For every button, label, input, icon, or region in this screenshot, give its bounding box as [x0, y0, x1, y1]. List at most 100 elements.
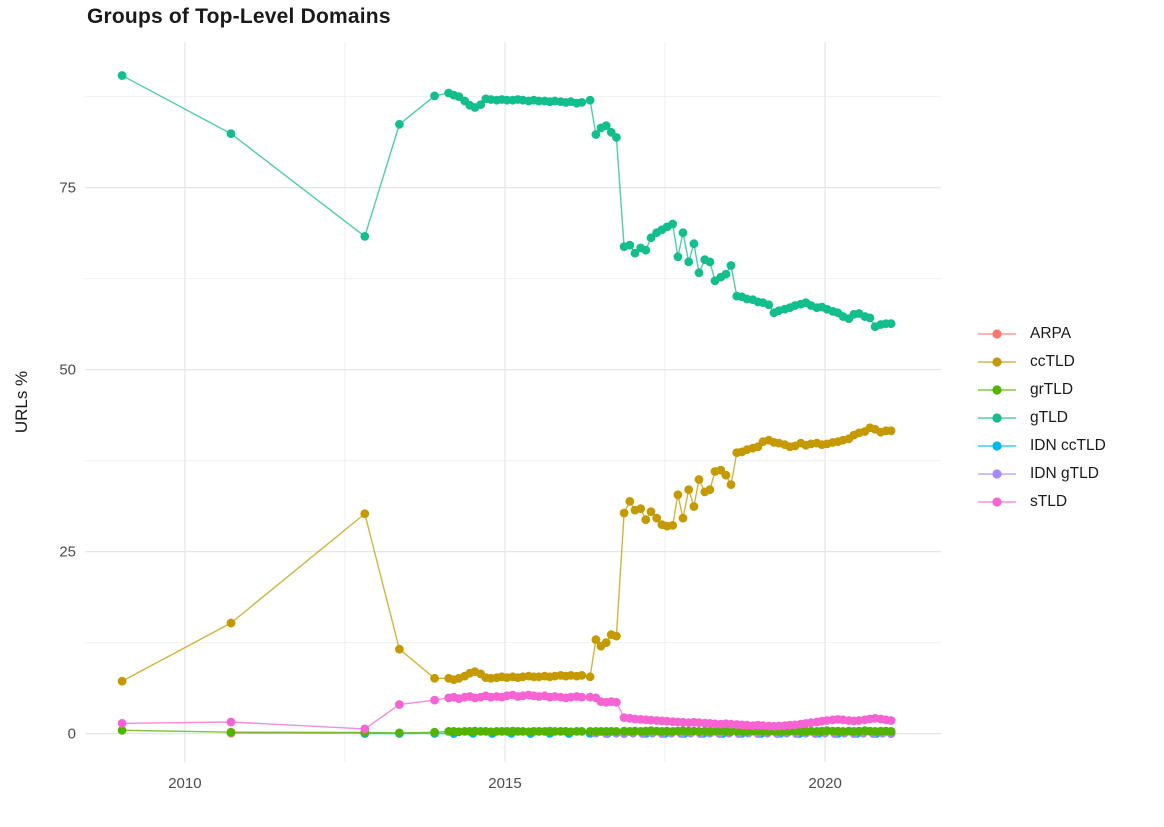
data-point — [612, 631, 621, 641]
data-point — [652, 513, 662, 523]
legend-key-icon — [978, 385, 1016, 395]
legend-item-arpa: ARPA — [977, 320, 1106, 348]
data-point — [226, 727, 236, 737]
data-point — [705, 485, 715, 495]
data-point — [430, 91, 439, 101]
data-point — [646, 507, 656, 516]
data-point — [601, 121, 611, 131]
data-point — [360, 232, 370, 241]
data-point — [612, 697, 621, 707]
x-tick-label: 2015 — [488, 775, 522, 792]
y-tick-label: 75 — [59, 179, 76, 197]
legend-item-gtld: gTLD — [977, 404, 1106, 432]
data-point — [577, 727, 587, 736]
legend: ARPA ccTLD grTLD gTLD IDN ccTLD IDN gTLD sTLD — [977, 320, 1106, 516]
legend-key-icon — [978, 413, 1016, 423]
legend-label: sTLD — [1030, 493, 1068, 510]
legend-item-cctld: ccTLD — [977, 348, 1106, 376]
legend-key-icon — [978, 441, 1016, 451]
data-point — [577, 692, 587, 702]
data-point — [612, 727, 621, 736]
x-tick-label: 2020 — [808, 775, 842, 792]
series-line — [121, 74, 892, 328]
data-point — [585, 95, 595, 105]
legend-label: grTLD — [1030, 381, 1074, 398]
data-point — [630, 248, 640, 258]
data-point — [117, 71, 127, 80]
legend-label: gTLD — [1030, 409, 1068, 426]
data-point — [226, 717, 236, 727]
data-point — [678, 228, 688, 238]
series-line — [121, 427, 892, 682]
data-point — [395, 700, 404, 709]
data-point — [684, 257, 694, 267]
legend-key-icon — [978, 329, 1016, 339]
data-point — [636, 504, 646, 514]
chart-title: Groups of Top-Level Domains — [87, 5, 391, 28]
data-point — [764, 300, 774, 310]
data-point — [673, 252, 683, 262]
x-tick-label: 2010 — [168, 775, 202, 792]
data-point — [684, 485, 694, 495]
data-point — [641, 245, 651, 255]
data-point — [591, 635, 601, 645]
data-point — [668, 521, 678, 530]
data-point — [694, 475, 704, 484]
data-point — [117, 719, 127, 728]
y-tick-label: 0 — [67, 725, 76, 743]
legend-label: IDN ccTLD — [1030, 437, 1106, 454]
data-point — [694, 268, 704, 278]
legend-key-icon — [978, 469, 1016, 479]
data-point — [705, 257, 715, 267]
data-point — [430, 727, 439, 737]
legend-key-icon — [978, 497, 1016, 507]
data-point — [625, 240, 635, 250]
data-point — [226, 618, 236, 628]
data-point — [591, 130, 601, 139]
data-point — [886, 319, 896, 329]
data-point — [619, 508, 629, 518]
legend-item-idn-cctld: IDN ccTLD — [977, 432, 1106, 460]
data-point — [360, 724, 370, 734]
data-point — [721, 269, 731, 279]
y-tick-label: 50 — [59, 361, 76, 379]
data-point — [689, 502, 699, 511]
data-point — [360, 509, 370, 519]
data-point — [641, 515, 651, 524]
data-point — [577, 98, 587, 107]
series-stld — [117, 690, 896, 734]
data-point — [430, 695, 439, 705]
data-point — [689, 239, 699, 249]
data-point — [726, 261, 736, 270]
data-point — [585, 672, 595, 682]
legend-item-grtld: grTLD — [977, 376, 1106, 404]
data-point — [430, 673, 439, 683]
data-point — [673, 490, 683, 500]
data-point — [721, 470, 731, 480]
legend-key-icon — [978, 357, 1016, 367]
series-cctld — [117, 423, 896, 686]
data-point — [476, 100, 486, 109]
data-point — [395, 644, 404, 654]
data-point — [678, 513, 688, 523]
data-point — [577, 671, 587, 680]
legend-label: IDN gTLD — [1030, 465, 1099, 482]
data-point — [117, 725, 127, 735]
data-point — [726, 480, 736, 489]
data-point — [395, 119, 404, 129]
data-point — [886, 716, 896, 725]
data-point — [117, 676, 127, 686]
data-point — [601, 638, 611, 647]
data-point — [646, 233, 656, 243]
legend-label: ARPA — [1030, 325, 1072, 342]
data-point — [395, 728, 404, 738]
y-tick-label: 25 — [59, 543, 76, 561]
legend-item-stld: sTLD — [977, 488, 1106, 516]
legend-item-idn-gtld: IDN gTLD — [977, 460, 1106, 488]
data-point — [668, 219, 678, 229]
data-point — [226, 129, 236, 139]
data-point — [886, 727, 896, 736]
data-point — [865, 313, 875, 323]
